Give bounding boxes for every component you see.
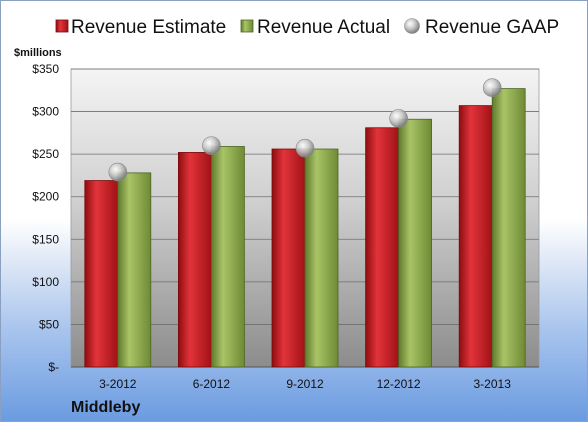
bar-revenue-actual (117, 172, 152, 368)
y-axis-ticks: $- $50 $100 $150 $200 $250 $300 $350 (32, 62, 59, 374)
bar-revenue-estimate (84, 180, 119, 368)
x-tick-label: 3-2012 (99, 377, 137, 391)
x-axis-ticks: 3-2012 6-2012 9-2012 12-2012 3-2013 (99, 377, 511, 391)
bar-revenue-estimate (271, 148, 306, 368)
legend-label-revenue-estimate: Revenue Estimate (71, 17, 226, 38)
y-tick-label: $- (48, 360, 59, 374)
legend-swatch-revenue-actual (240, 19, 254, 33)
marker-revenue-gaap (295, 138, 315, 158)
y-tick-label: $50 (39, 317, 59, 331)
x-tick-label: 9-2012 (286, 377, 324, 391)
bar-revenue-actual (398, 118, 433, 368)
y-tick-label: $300 (32, 105, 59, 119)
legend-swatch-revenue-estimate (55, 19, 69, 33)
legend-label-revenue-actual: Revenue Actual (257, 17, 390, 38)
legend-label-revenue-gaap: Revenue GAAP (425, 17, 559, 38)
marker-revenue-gaap (389, 109, 408, 128)
legend: Revenue Estimate Revenue Actual Revenue … (55, 17, 559, 38)
marker-revenue-gaap (202, 136, 221, 155)
x-tick-label: 3-2013 (474, 377, 512, 391)
x-tick-label: 6-2012 (193, 377, 231, 391)
marker-revenue-gaap (482, 78, 502, 98)
legend-swatch-revenue-gaap (404, 18, 420, 34)
bar-revenue-actual (210, 146, 245, 368)
bar-revenue-actual (491, 88, 526, 368)
bar-revenue-estimate (365, 127, 400, 368)
y-tick-label: $250 (32, 147, 59, 161)
y-axis-unit-label: $millions (14, 47, 62, 59)
gaap-markers (108, 78, 502, 182)
y-tick-label: $200 (32, 190, 59, 204)
y-tick-label: $100 (32, 275, 59, 289)
bar-revenue-estimate (458, 105, 493, 368)
x-tick-label: 12-2012 (377, 377, 421, 391)
bar-revenue-estimate (177, 152, 212, 368)
y-tick-label: $150 (32, 232, 59, 246)
marker-revenue-gaap (108, 162, 128, 182)
bar-revenue-actual (304, 148, 339, 368)
bars (84, 88, 526, 368)
company-label: Middleby (71, 399, 140, 416)
y-tick-label: $350 (32, 62, 59, 76)
